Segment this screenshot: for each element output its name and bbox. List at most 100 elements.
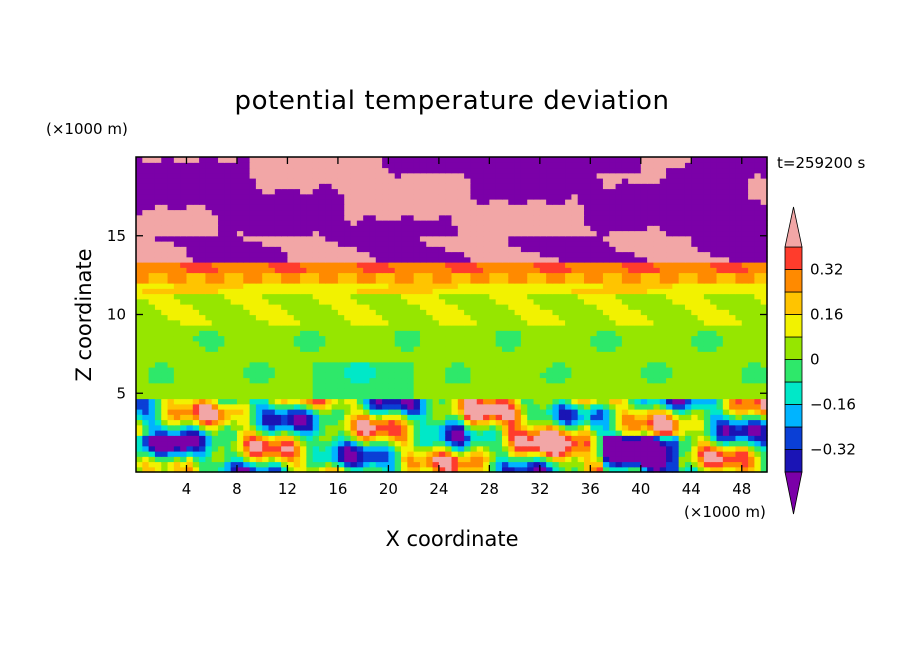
- heatmap-cell: [363, 414, 371, 421]
- heatmap-cell: [558, 414, 566, 421]
- heatmap-cell: [236, 298, 244, 305]
- heatmap-cell: [659, 351, 667, 358]
- heatmap-cell: [382, 377, 389, 384]
- heatmap-cell: [691, 461, 699, 468]
- heatmap-cell: [621, 288, 629, 295]
- heatmap-cell: [413, 335, 421, 342]
- heatmap-cell: [268, 251, 276, 258]
- heatmap-cell: [697, 241, 705, 247]
- heatmap-cell: [211, 398, 219, 405]
- heatmap-cell: [413, 319, 421, 326]
- heatmap-cell: [218, 251, 225, 258]
- heatmap-cell: [249, 409, 257, 415]
- heatmap-cell: [274, 377, 282, 384]
- heatmap-cell: [154, 325, 162, 331]
- heatmap-cell: [142, 330, 150, 337]
- heatmap-cell: [558, 367, 566, 373]
- heatmap-cell: [514, 272, 522, 279]
- heatmap-cell: [464, 209, 472, 216]
- heatmap-cell: [703, 330, 711, 337]
- heatmap-cell: [306, 256, 314, 263]
- heatmap-cell: [255, 377, 263, 384]
- heatmap-cell: [457, 272, 465, 279]
- heatmap-cell: [173, 372, 181, 379]
- heatmap-cell: [300, 351, 307, 358]
- heatmap-cell: [495, 225, 503, 232]
- heatmap-cell: [388, 351, 396, 358]
- heatmap-cell: [501, 330, 509, 337]
- heatmap-cell: [602, 382, 610, 389]
- heatmap-cell: [432, 351, 440, 358]
- heatmap-cell: [224, 372, 232, 379]
- heatmap-cell: [520, 414, 528, 421]
- heatmap-cell: [211, 424, 219, 431]
- heatmap-cell: [173, 351, 181, 358]
- heatmap-cell: [218, 382, 225, 389]
- heatmap-cell: [520, 351, 528, 358]
- heatmap-cell: [565, 398, 572, 405]
- heatmap-cell: [375, 424, 383, 431]
- heatmap-cell: [186, 346, 194, 352]
- heatmap-cell: [211, 272, 219, 279]
- heatmap-cell: [300, 409, 307, 415]
- heatmap-cell: [546, 304, 554, 310]
- heatmap-cell: [546, 220, 554, 226]
- heatmap-cell: [192, 424, 200, 431]
- heatmap-cell: [287, 382, 295, 389]
- heatmap-cell: [501, 398, 509, 405]
- heatmap-cell: [274, 372, 282, 379]
- heatmap-cell: [672, 209, 680, 216]
- heatmap-cell: [407, 414, 415, 421]
- heatmap-cell: [205, 241, 213, 247]
- heatmap-cell: [451, 419, 459, 426]
- heatmap-cell: [684, 293, 692, 300]
- heatmap-cell: [565, 377, 572, 384]
- heatmap-cell: [274, 346, 282, 352]
- heatmap-cell: [602, 466, 610, 473]
- heatmap-cell: [760, 293, 768, 300]
- heatmap-cell: [236, 456, 244, 463]
- heatmap-cell: [533, 445, 541, 452]
- heatmap-cell: [710, 445, 718, 452]
- heatmap-cell: [401, 256, 408, 263]
- heatmap-cell: [218, 435, 225, 442]
- heatmap-cell: [180, 340, 188, 347]
- heatmap-cell: [621, 393, 629, 400]
- heatmap-cell: [186, 209, 194, 216]
- heatmap-cell: [142, 435, 150, 442]
- heatmap-cell: [596, 235, 604, 242]
- heatmap-cell: [710, 319, 718, 326]
- heatmap-cell: [224, 319, 232, 326]
- heatmap-cell: [136, 451, 143, 457]
- heatmap-cell: [426, 304, 434, 310]
- heatmap-cell: [344, 319, 352, 326]
- heatmap-cell: [438, 409, 446, 415]
- heatmap-cell: [167, 256, 175, 263]
- heatmap-cell: [703, 451, 711, 457]
- heatmap-cell: [546, 367, 554, 373]
- heatmap-cell: [722, 461, 730, 468]
- heatmap-cell: [621, 340, 629, 347]
- heatmap-cell: [672, 241, 680, 247]
- heatmap-cell: [148, 309, 156, 316]
- heatmap-cell: [615, 398, 623, 405]
- heatmap-cell: [558, 298, 566, 305]
- heatmap-cell: [539, 288, 547, 295]
- heatmap-cell: [401, 267, 408, 274]
- heatmap-cell: [262, 393, 270, 400]
- heatmap-cell: [647, 335, 655, 342]
- heatmap-cell: [167, 388, 175, 394]
- heatmap-cell: [331, 220, 339, 226]
- heatmap-cell: [369, 440, 377, 447]
- heatmap-cell: [697, 456, 705, 463]
- heatmap-cell: [678, 288, 686, 295]
- heatmap-cell: [306, 209, 314, 216]
- heatmap-cell: [388, 445, 396, 452]
- heatmap-cell: [432, 377, 440, 384]
- heatmap-cell: [350, 246, 358, 253]
- heatmap-cell: [331, 340, 339, 347]
- heatmap-cell: [142, 409, 150, 415]
- heatmap-cell: [180, 220, 188, 226]
- heatmap-cell: [281, 267, 289, 274]
- heatmap-cell: [634, 346, 642, 352]
